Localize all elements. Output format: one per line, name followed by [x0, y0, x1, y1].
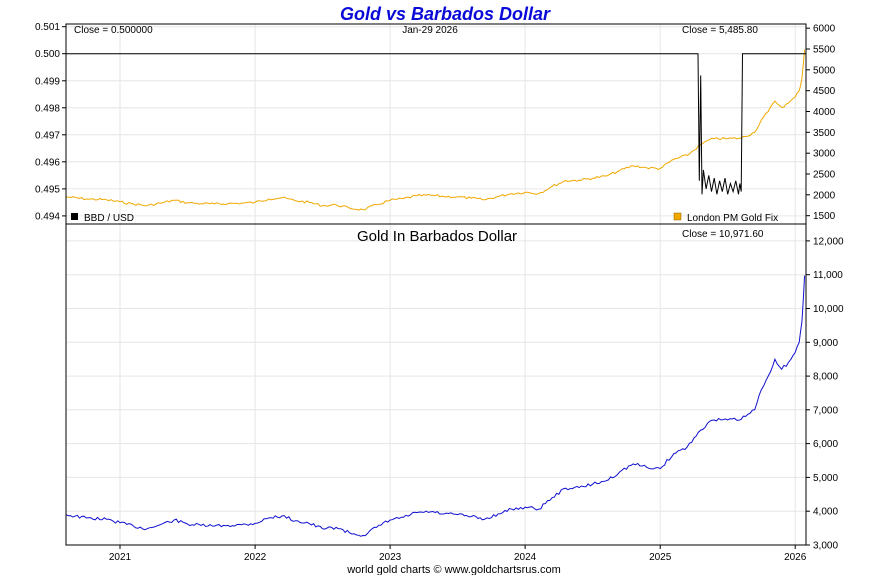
left-tick-label: 0.498 [35, 103, 60, 114]
series-line-london-pm-gold-fix [65, 49, 806, 211]
bottom-right-tick-label: 5,000 [813, 473, 838, 484]
bottom-right-tick-label: 10,000 [813, 304, 844, 315]
right-tick-label: 1500 [813, 211, 836, 222]
x-axis: 2021 2022 2023 2024 2025 2026 [109, 545, 807, 563]
right-tick-label: 6000 [813, 24, 836, 35]
x-tick-label: 2025 [649, 552, 672, 563]
right-tick-label: 2000 [813, 190, 836, 201]
footer-credit: world gold charts © www.goldchartsrus.co… [346, 564, 561, 575]
right-tick-label: 2500 [813, 170, 836, 181]
bottom-right-tick-label: 3,000 [813, 541, 838, 552]
bottom-right-tick-label: 11,000 [813, 270, 843, 281]
left-tick-label: 0.494 [35, 211, 60, 222]
legend-swatch-bbd-usd [71, 213, 78, 220]
top-plot-area [65, 49, 806, 211]
bottom-grid [66, 224, 806, 546]
right-tick-label: 5500 [813, 45, 836, 56]
right-tick-label: 4500 [813, 86, 836, 97]
x-tick-label: 2023 [379, 552, 402, 563]
top-panel: 0.494 0.495 0.496 0.497 0.498 0.499 0.500 0.501… [35, 22, 836, 225]
gold-close-label: Close = 5,485.80 [682, 25, 758, 36]
right-tick-label: 4000 [813, 107, 836, 118]
series-line-gold-in-barbados-dollar [65, 275, 806, 537]
bottom-right-tick-label: 8,000 [813, 372, 838, 383]
bottom-right-tick-label: 12,000 [813, 236, 844, 247]
legend-label-bbd-usd: BBD / USD [84, 213, 134, 224]
x-tick-label: 2026 [784, 552, 807, 563]
bottom-right-tick-label: 4,000 [813, 507, 838, 518]
left-tick-label: 0.495 [35, 184, 60, 195]
bottom-close-label: Close = 10,971.60 [682, 229, 764, 240]
left-tick-label: 0.497 [35, 130, 60, 141]
bottom-panel: 3,000 4,000 5,000 6,000 7,000 8,000 9,000 10,00… [65, 223, 844, 563]
left-tick-label: 0.496 [35, 157, 60, 168]
bottom-right-tick-label: 6,000 [813, 439, 838, 450]
bbd-close-label: Close = 0.500000 [74, 25, 153, 36]
right-tick-label: 3000 [813, 149, 836, 160]
bottom-right-tick-label: 7,000 [813, 405, 838, 416]
bottom-chart-title: Gold In Barbados Dollar [357, 228, 517, 245]
series-line-bbd-usd [66, 53, 806, 195]
left-tick-label: 0.499 [35, 76, 60, 87]
x-tick-label: 2021 [109, 552, 132, 563]
top-right-axis: 1500 2000 2500 3000 3500 4000 4500 5000 5500 6000 [806, 24, 836, 222]
x-tick-label: 2022 [244, 552, 267, 563]
right-tick-label: 3500 [813, 128, 836, 139]
top-left-axis: 0.494 0.495 0.496 0.497 0.498 0.499 0.500 0.501 [35, 22, 66, 222]
left-tick-label: 0.500 [35, 49, 60, 60]
chart-title: Gold vs Barbados Dollar [340, 4, 551, 24]
date-label: Jan-29 2026 [402, 25, 458, 36]
x-tick-label: 2024 [514, 552, 537, 563]
right-tick-label: 5000 [813, 65, 836, 76]
left-tick-label: 0.501 [35, 22, 60, 33]
bottom-right-axis: 3,000 4,000 5,000 6,000 7,000 8,000 9,000 10,00… [806, 236, 844, 552]
bottom-panel-frame [65, 223, 807, 546]
bottom-right-tick-label: 9,000 [813, 338, 838, 349]
legend-swatch-london-pm-gold-fix [673, 212, 682, 221]
legend-label-london-pm-gold-fix: London PM Gold Fix [687, 213, 778, 224]
